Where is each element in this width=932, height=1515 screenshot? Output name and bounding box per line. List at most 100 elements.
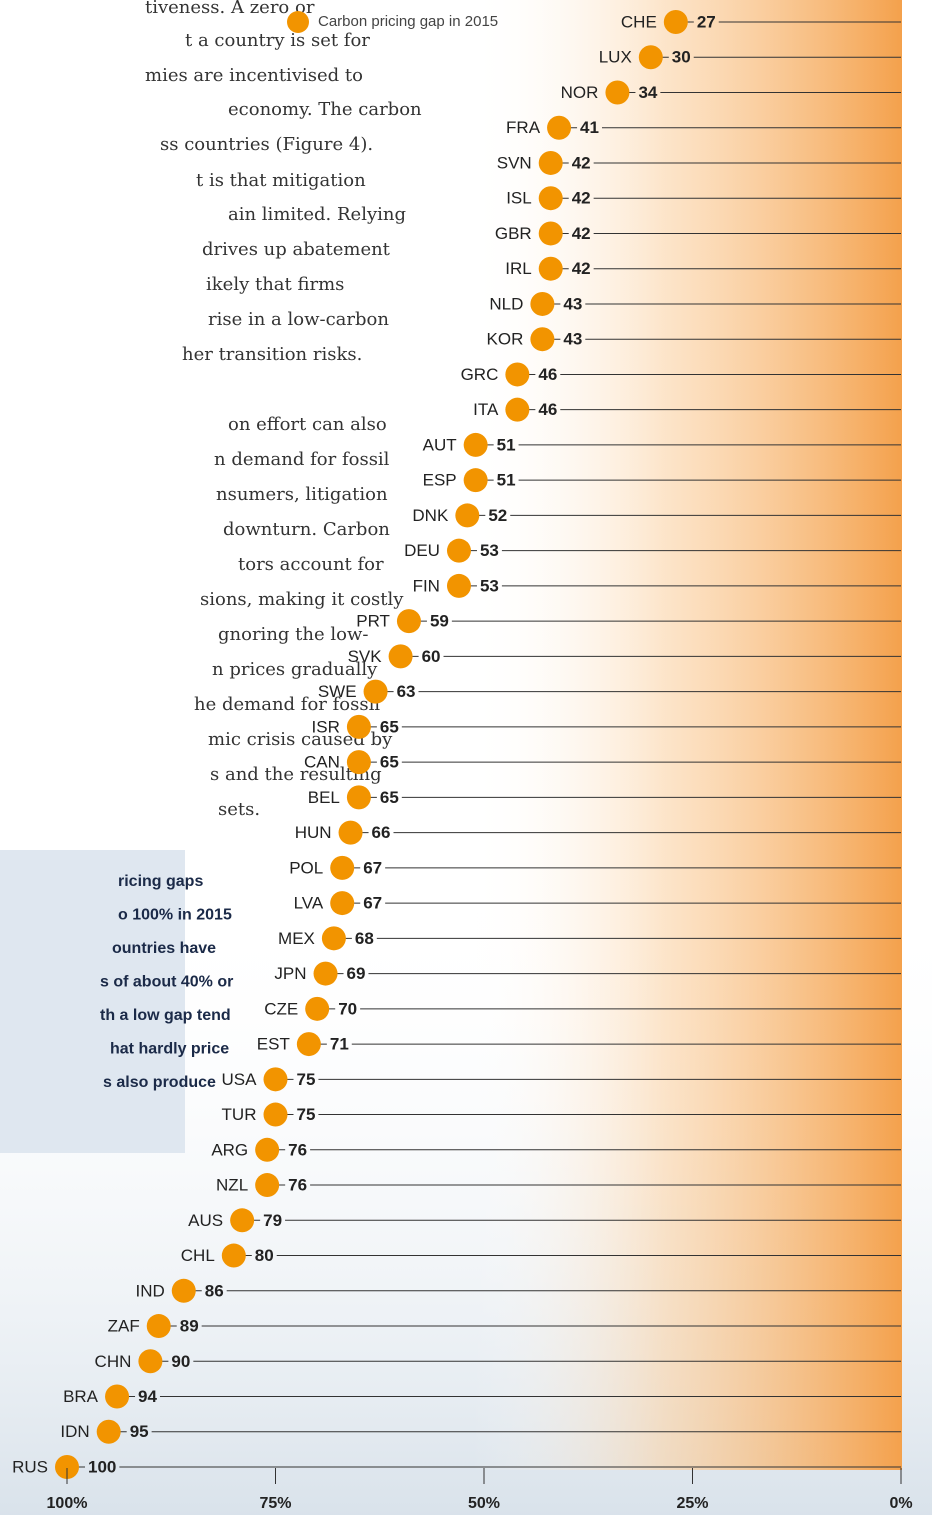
dot [389, 644, 413, 668]
country-label: KOR [487, 330, 524, 349]
value-label: 63 [397, 682, 416, 701]
note-line: hat hardly price [110, 1041, 229, 1058]
page: {"document": { "paragraphs": [ ["tivenes… [0, 0, 932, 1515]
note-box [0, 850, 185, 1153]
value-label: 53 [480, 541, 499, 560]
value-label: 75 [297, 1105, 316, 1124]
paragraph-line: sets. [218, 799, 260, 820]
dot [147, 1314, 171, 1338]
country-label: JPN [274, 964, 306, 983]
x-tick-label: 100% [47, 1495, 88, 1512]
dot [397, 609, 421, 633]
paragraph-line: nsumers, litigation [216, 484, 388, 505]
country-label: IND [135, 1281, 164, 1300]
dot [447, 574, 471, 598]
value-label: 34 [638, 83, 657, 102]
value-label: 65 [380, 788, 399, 807]
paragraph-line: economy. The carbon [228, 99, 422, 120]
country-label: LVA [294, 894, 324, 913]
dot [347, 715, 371, 739]
dot [314, 962, 338, 986]
dot [530, 292, 554, 316]
page-svg: tiveness. A zero ort a country is set fo… [0, 0, 932, 1515]
dot [547, 116, 571, 140]
dot [605, 80, 629, 104]
dot [539, 257, 563, 281]
dot [222, 1244, 246, 1268]
country-label: BEL [308, 788, 340, 807]
country-label: DEU [404, 541, 440, 560]
dot [297, 1032, 321, 1056]
country-label: AUS [188, 1211, 223, 1230]
dot [330, 891, 354, 915]
paragraph-line: downturn. Carbon [223, 519, 390, 540]
country-label: USA [222, 1070, 258, 1089]
dot [347, 785, 371, 809]
dot [105, 1385, 129, 1409]
paragraph-line: ss countries (Figure 4). [160, 134, 373, 155]
country-label: IRL [505, 259, 531, 278]
country-label: GRC [461, 365, 499, 384]
value-label: 71 [330, 1035, 349, 1054]
value-label: 53 [480, 576, 499, 595]
dot [305, 997, 329, 1021]
country-label: SVN [497, 153, 532, 172]
dot [138, 1349, 162, 1373]
value-label: 43 [563, 294, 582, 313]
value-label: 46 [538, 365, 557, 384]
value-label: 59 [430, 612, 449, 631]
value-label: 65 [380, 717, 399, 736]
value-label: 60 [422, 647, 441, 666]
country-label: RUS [12, 1457, 48, 1476]
value-label: 30 [672, 48, 691, 67]
value-label: 90 [171, 1352, 190, 1371]
country-label: NLD [489, 294, 523, 313]
value-label: 94 [138, 1387, 157, 1406]
dot [639, 45, 663, 69]
x-tick-label: 0% [889, 1495, 912, 1512]
value-label: 43 [563, 330, 582, 349]
note-line: s of about 40% or [100, 974, 233, 991]
value-label: 89 [180, 1317, 199, 1336]
dot [530, 327, 554, 351]
country-label: ISL [506, 189, 532, 208]
value-label: 76 [288, 1176, 307, 1195]
country-label: ZAF [108, 1317, 140, 1336]
paragraph-line: rise in a low-carbon [208, 309, 389, 330]
country-label: ESP [423, 471, 457, 490]
dot [322, 926, 346, 950]
country-label: CHN [95, 1352, 132, 1371]
dot [539, 186, 563, 210]
country-label: SVK [348, 647, 383, 666]
country-label: ITA [473, 400, 499, 419]
paragraph-line: mies are incentivised to [145, 65, 363, 86]
country-label: SWE [318, 682, 357, 701]
paragraph-line: on effort can also [228, 414, 387, 435]
value-label: 51 [497, 435, 516, 454]
country-label: TUR [222, 1105, 257, 1124]
country-label: LUX [599, 48, 632, 67]
dot [230, 1208, 254, 1232]
country-label: NOR [561, 83, 599, 102]
x-tick-label: 25% [676, 1495, 708, 1512]
paragraph-line: n demand for fossil [214, 449, 390, 470]
country-label: MEX [278, 929, 315, 948]
value-label: 42 [572, 189, 591, 208]
dot [172, 1279, 196, 1303]
value-label: 95 [130, 1422, 149, 1441]
dot [455, 503, 479, 527]
gradient-band [470, 0, 902, 1470]
value-label: 68 [355, 929, 374, 948]
value-label: 41 [580, 118, 599, 137]
country-label: ARG [211, 1140, 248, 1159]
dot [364, 680, 388, 704]
country-label: CZE [264, 999, 298, 1018]
value-label: 67 [363, 858, 382, 877]
dot [505, 362, 529, 386]
country-label: CHL [181, 1246, 215, 1265]
value-label: 52 [488, 506, 507, 525]
dot [264, 1067, 288, 1091]
country-label: FRA [506, 118, 541, 137]
paragraph-line: gnoring the low- [218, 624, 368, 645]
country-label: HUN [295, 823, 332, 842]
